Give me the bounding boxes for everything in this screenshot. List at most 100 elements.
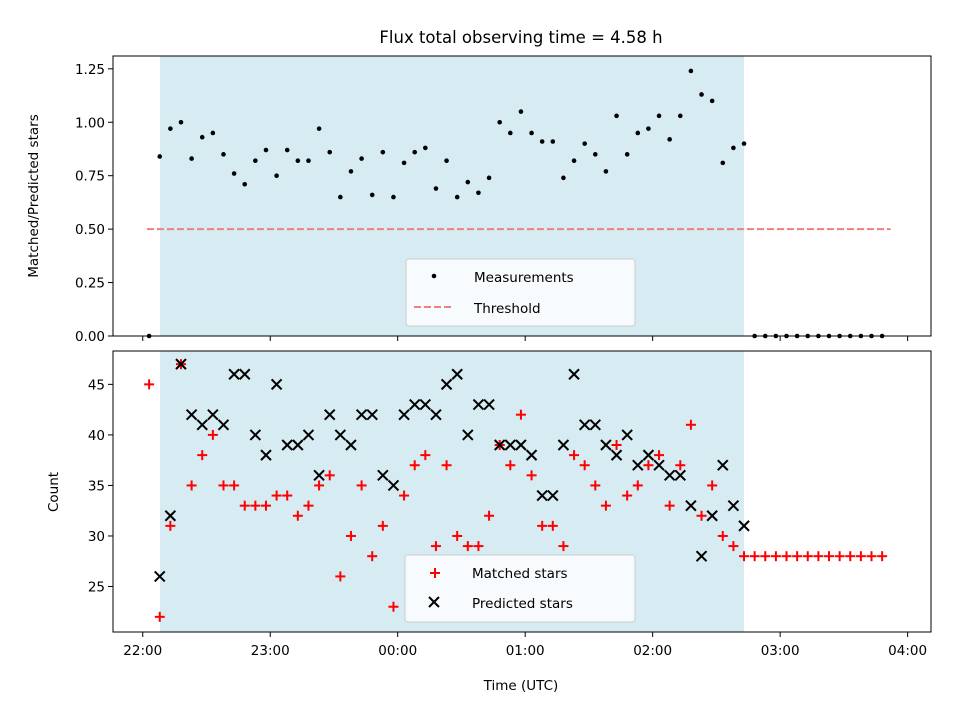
matched-star-marker <box>824 551 835 562</box>
xtick-label: 03:00 <box>761 643 800 659</box>
predicted-marker-stroke <box>515 439 527 451</box>
measurement-point <box>369 192 375 198</box>
measurement-point <box>677 113 683 119</box>
top-panel: 0.00 0.25 0.50 0.75 1.00 1.25 Matched/Predict… <box>26 55 932 345</box>
matched-star-marker <box>441 460 452 471</box>
matched-star-marker <box>356 480 367 491</box>
predicted-star-marker <box>366 408 378 421</box>
predicted-marker-stroke <box>334 429 347 441</box>
predicted-marker-stroke <box>440 378 453 391</box>
matched-star-marker <box>239 500 250 511</box>
matched-star-marker <box>197 450 208 461</box>
matched-star-marker <box>834 551 845 562</box>
predicted-marker-stroke <box>578 419 591 431</box>
predicted-star-marker <box>632 459 644 471</box>
matched-star-marker <box>218 480 229 491</box>
matched-star-marker <box>728 541 739 552</box>
predicted-star-marker <box>557 439 570 451</box>
matched-star-marker <box>399 490 410 501</box>
predicted-marker-stroke <box>408 398 421 411</box>
matched-star-marker <box>271 490 282 501</box>
predicted-star-marker <box>504 439 517 451</box>
measurement-point <box>614 113 619 119</box>
measurement-point <box>518 109 524 114</box>
predicted-star-marker <box>589 419 602 431</box>
measurement-point <box>561 175 566 181</box>
predicted-marker-stroke <box>674 469 686 482</box>
measurement-point <box>316 126 322 131</box>
matched-star-marker <box>526 470 537 481</box>
predicted-star-marker <box>727 499 740 512</box>
measurement-point <box>656 113 662 119</box>
predicted-star-marker <box>536 489 548 502</box>
measurement-point <box>635 130 641 136</box>
matched-star-marker <box>717 530 728 541</box>
matched-star-marker <box>250 500 261 511</box>
xtick-label: 04:00 <box>888 643 927 659</box>
xtick-label: 00:00 <box>378 643 417 659</box>
measurement-point <box>423 145 428 151</box>
matched-star-marker <box>367 551 378 562</box>
matched-star-marker <box>409 460 420 471</box>
predicted-marker-stroke <box>324 408 336 421</box>
measurement-point <box>582 141 587 146</box>
measurement-point <box>359 156 364 161</box>
measurement-point <box>731 145 736 151</box>
xtick-label: 23:00 <box>251 643 290 659</box>
predicted-star-marker <box>621 429 633 441</box>
measurement-point <box>168 126 173 131</box>
matched-star-marker <box>144 379 155 390</box>
predicted-star-marker <box>547 489 559 502</box>
measurement-point <box>274 173 279 178</box>
top-ytick-label: 1.00 <box>75 115 105 131</box>
predicted-marker-stroke <box>175 358 187 370</box>
predicted-star-marker <box>706 510 718 522</box>
predicted-star-marker <box>292 439 304 451</box>
predicted-marker-stroke <box>164 510 177 522</box>
matched-star-marker <box>802 551 813 562</box>
measurement-point <box>486 175 492 181</box>
matched-star-marker <box>324 470 335 481</box>
predicted-marker-stroke <box>398 408 410 421</box>
bottom-panel: 25 30 35 40 45 22:00 23:00 00:00 01:00 02:00 03:0… <box>46 350 932 694</box>
predicted-star-marker <box>653 459 665 471</box>
predicted-star-marker <box>239 368 251 380</box>
predicted-star-marker <box>196 419 208 431</box>
predicted-star-marker <box>738 520 750 532</box>
matched-star-marker <box>388 601 399 612</box>
predicted-star-marker <box>324 408 336 421</box>
top-ytick-label: 0.00 <box>75 329 105 345</box>
predicted-marker-stroke <box>610 449 623 461</box>
predicted-star-marker <box>515 439 527 451</box>
legend-predicted-label: Predicted stars <box>472 596 573 612</box>
matched-star-marker <box>462 541 473 552</box>
predicted-marker-stroke <box>663 469 676 482</box>
measurement-point <box>295 158 301 164</box>
matched-star-marker <box>282 490 293 501</box>
predicted-star-marker <box>578 419 591 431</box>
predicted-marker-stroke <box>366 408 378 421</box>
matched-star-marker <box>643 460 654 471</box>
predicted-star-marker <box>451 368 463 380</box>
predicted-marker-stroke <box>462 429 474 441</box>
predicted-star-marker <box>345 439 357 451</box>
predicted-star-marker <box>164 510 177 522</box>
matched-star-marker <box>537 520 548 531</box>
matched-star-marker <box>558 541 569 552</box>
predicted-star-marker <box>281 439 293 451</box>
matched-star-marker <box>260 500 271 511</box>
bottom-ytick-label: 45 <box>88 377 105 393</box>
predicted-star-marker <box>462 429 474 441</box>
predicted-marker-stroke <box>472 398 485 411</box>
measurement-point <box>624 152 630 157</box>
predicted-star-marker <box>430 408 442 421</box>
predicted-star-marker <box>695 550 708 562</box>
predicted-marker-stroke <box>430 408 442 421</box>
predicted-marker-stroke <box>345 439 357 451</box>
predicted-marker-stroke <box>451 368 463 380</box>
xtick-label: 02:00 <box>633 643 672 659</box>
predicted-star-marker <box>717 459 729 471</box>
predicted-marker-stroke <box>717 459 729 471</box>
predicted-star-marker <box>154 570 166 583</box>
